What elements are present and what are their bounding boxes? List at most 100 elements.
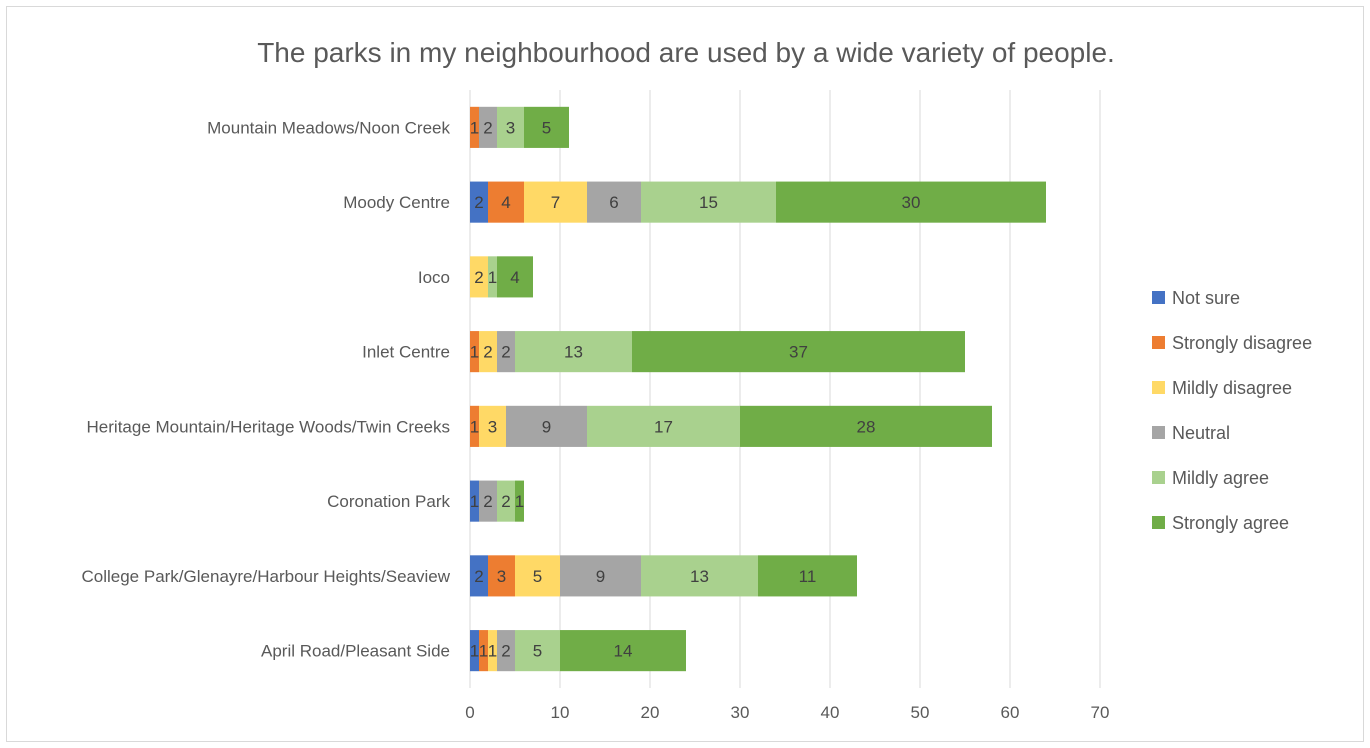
x-tick-label: 70 — [1091, 703, 1110, 722]
gridlines — [469, 90, 1101, 688]
bar-segment — [470, 555, 488, 597]
data-label: 2 — [501, 343, 510, 362]
category-label: Heritage Mountain/Heritage Woods/Twin Cr… — [87, 417, 450, 436]
data-label: 7 — [551, 193, 560, 212]
bar-segment — [497, 630, 515, 672]
x-axis-tick-labels: 0 10 20 30 40 50 60 70 — [465, 703, 1109, 722]
bar-segment — [479, 405, 506, 447]
bar-segment — [488, 630, 497, 672]
bar-segment — [560, 555, 641, 597]
bar-segment — [488, 181, 524, 223]
data-label: 1 — [470, 417, 479, 436]
bar-segment — [632, 331, 965, 373]
data-label: 4 — [501, 193, 510, 212]
data-label: 2 — [483, 343, 492, 362]
legend-label: Strongly disagree — [1172, 333, 1312, 353]
category-label: Coronation Park — [327, 492, 450, 511]
x-tick-label: 40 — [821, 703, 840, 722]
data-label: 14 — [614, 642, 633, 661]
data-label: 1 — [470, 492, 479, 511]
x-tick-label: 10 — [551, 703, 570, 722]
bar-segment — [524, 181, 587, 223]
bar-segment — [470, 405, 479, 447]
legend-swatch — [1152, 336, 1165, 349]
x-tick-label: 30 — [731, 703, 750, 722]
bar-segment — [470, 181, 488, 223]
data-label: 5 — [542, 118, 551, 137]
data-label: 2 — [501, 492, 510, 511]
bar-segment — [560, 630, 686, 672]
legend-swatch — [1152, 471, 1165, 484]
category-labels: Mountain Meadows/Noon Creek Moody Centre I… — [81, 118, 450, 660]
legend-swatch — [1152, 516, 1165, 529]
legend-label: Mildly disagree — [1172, 378, 1292, 398]
bar-segment — [740, 405, 992, 447]
data-label: 1 — [479, 642, 488, 661]
data-label: 3 — [506, 118, 515, 137]
legend-label: Not sure — [1172, 288, 1240, 308]
data-label: 3 — [488, 417, 497, 436]
data-label: 1 — [470, 118, 479, 137]
bar-segment — [497, 480, 515, 522]
data-label: 2 — [501, 642, 510, 661]
bar-segment — [515, 555, 560, 597]
bar-segment — [506, 405, 587, 447]
x-tick-label: 60 — [1001, 703, 1020, 722]
bar-segment — [641, 555, 758, 597]
bar-segment — [470, 331, 479, 373]
data-label: 9 — [542, 417, 551, 436]
legend-swatch — [1152, 291, 1165, 304]
bar-segment — [515, 480, 524, 522]
bar-segment — [758, 555, 857, 597]
legend-label: Strongly agree — [1172, 513, 1289, 533]
bar-segment — [497, 331, 515, 373]
legend-label: Mildly agree — [1172, 468, 1269, 488]
data-label: 13 — [690, 567, 709, 586]
data-label: 2 — [474, 193, 483, 212]
bar-segment — [479, 106, 497, 148]
legend: Not sure Strongly disagree Mildly disagree… — [1152, 288, 1312, 533]
chart-frame — [6, 6, 1364, 742]
data-label: 5 — [533, 567, 542, 586]
data-label: 1 — [488, 642, 497, 661]
bar-segment — [497, 106, 524, 148]
bar-segment — [479, 630, 488, 672]
data-label: 6 — [609, 193, 618, 212]
x-tick-label: 50 — [911, 703, 930, 722]
x-tick-label: 0 — [465, 703, 474, 722]
bar-segment — [524, 106, 569, 148]
bar-segment — [515, 630, 560, 672]
legend-swatch — [1152, 381, 1165, 394]
data-label: 13 — [564, 343, 583, 362]
category-label: April Road/Pleasant Side — [261, 642, 450, 661]
data-label: 2 — [483, 118, 492, 137]
data-label: 4 — [510, 268, 519, 287]
bar-segment — [470, 480, 479, 522]
bar-segment — [641, 181, 776, 223]
bar-segment — [587, 405, 740, 447]
data-label: 1 — [515, 492, 524, 511]
legend-label: Neutral — [1172, 423, 1230, 443]
category-label: Ioco — [418, 268, 450, 287]
category-label: Moody Centre — [343, 193, 450, 212]
bar-segment — [470, 630, 479, 672]
bar-segment — [488, 555, 515, 597]
category-label: Inlet Centre — [362, 343, 450, 362]
data-label: 9 — [596, 567, 605, 586]
data-label: 17 — [654, 417, 673, 436]
data-label: 5 — [533, 642, 542, 661]
data-label: 2 — [474, 268, 483, 287]
bar-segment — [479, 331, 497, 373]
data-label: 30 — [902, 193, 921, 212]
data-label: 1 — [470, 642, 479, 661]
category-label: Mountain Meadows/Noon Creek — [207, 118, 450, 137]
bars: 1 2 3 52 4 7 6 15 302 1 41 2 2 13 371 3 9 17 281 2 2 12 3 5 9 13 1… — [470, 106, 1046, 672]
bar-segment — [587, 181, 641, 223]
bar-segment — [515, 331, 632, 373]
bar-segment — [776, 181, 1046, 223]
bar-segment — [488, 256, 497, 298]
data-label: 2 — [474, 567, 483, 586]
bar-segment — [479, 480, 497, 522]
bar-segment — [470, 256, 488, 298]
